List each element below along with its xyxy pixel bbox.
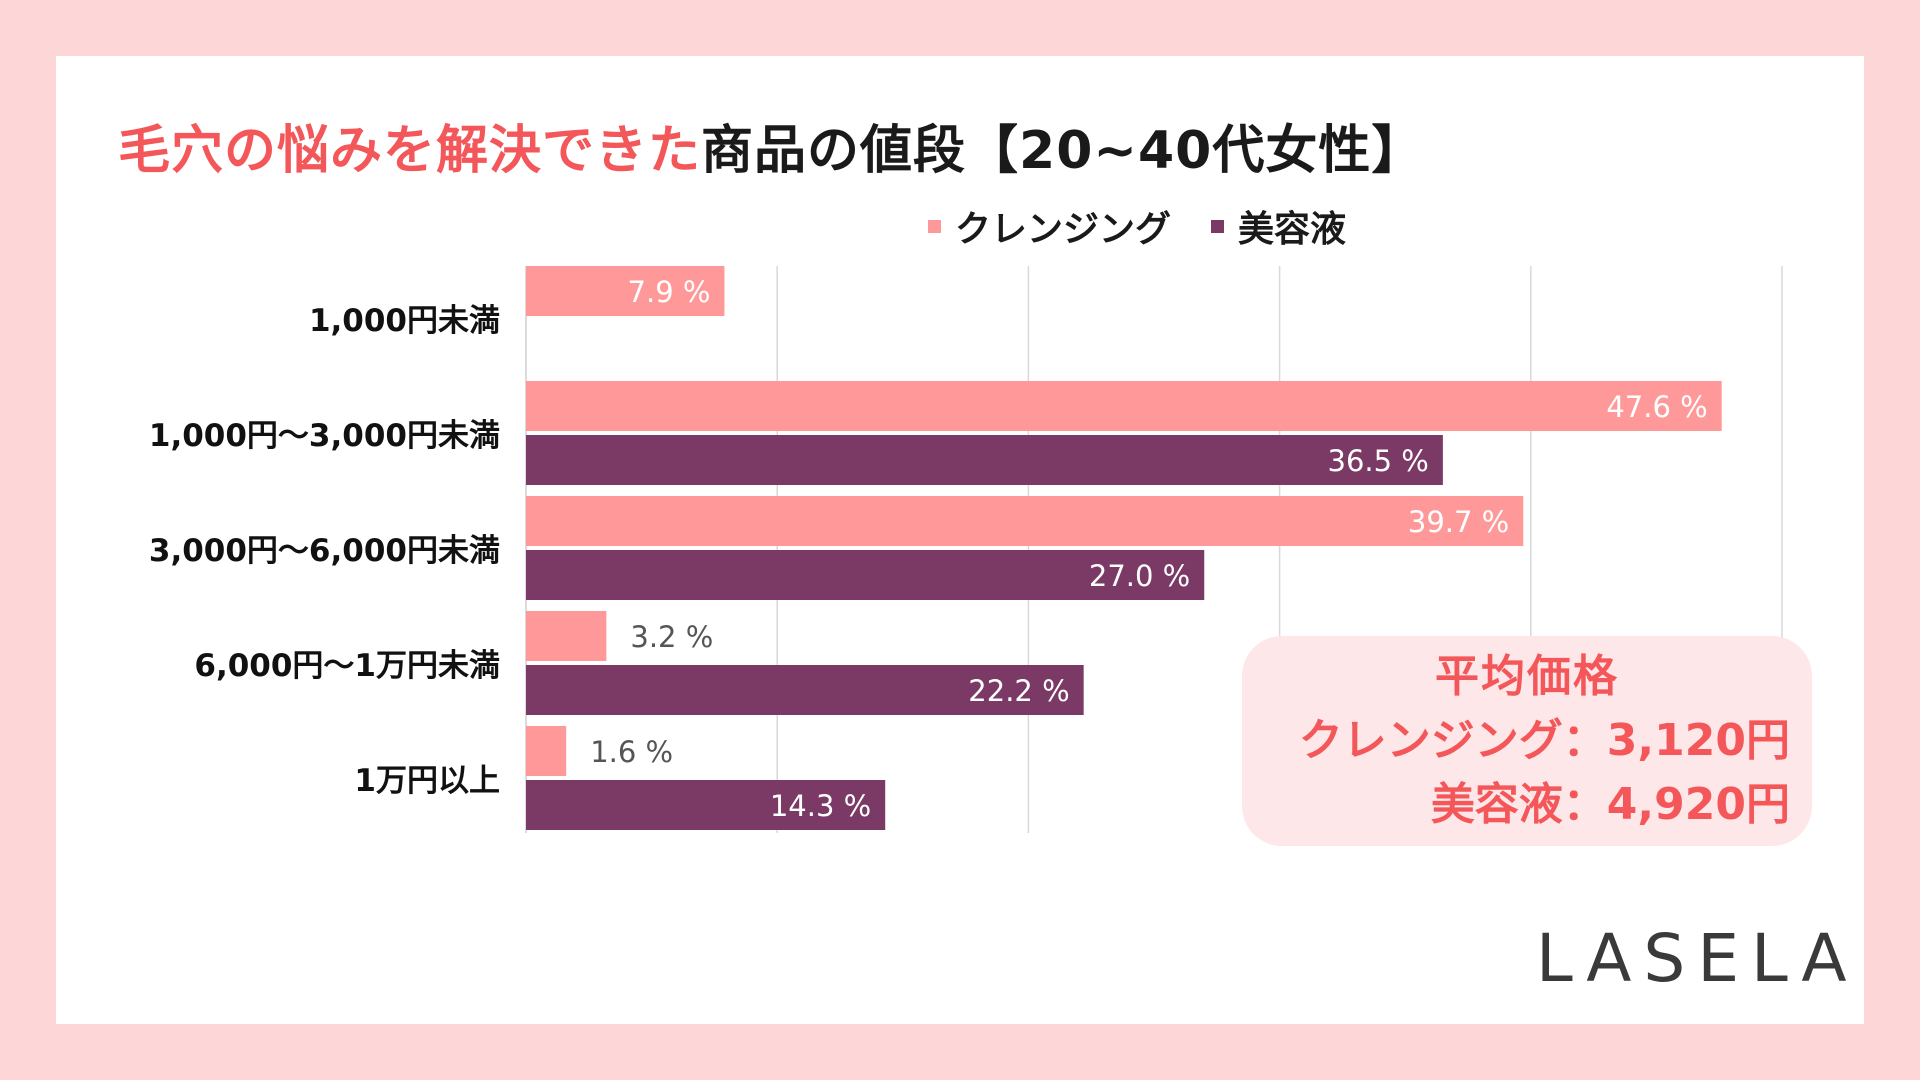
legend-swatch-cleansing: [928, 219, 941, 233]
serum-bar: [526, 780, 886, 830]
cleansing-data-label: 47.6 %: [1606, 390, 1707, 424]
category-label: 1,000円～3,000円未満: [149, 418, 500, 454]
serum-bar: [526, 435, 1443, 485]
lasela-logo: LASELA: [1536, 920, 1859, 997]
serum-bar: [526, 550, 1205, 600]
legend-label-cleansing: クレンジング: [955, 209, 1172, 250]
cleansing-data-label: 1.6 %: [590, 735, 673, 769]
cleansing-bar: [526, 611, 607, 661]
cleansing-data-label: 7.9 %: [628, 275, 711, 309]
cleansing-bar: [526, 496, 1524, 546]
serum-bar: [526, 665, 1084, 715]
legend-swatch-serum: [1211, 219, 1225, 233]
average-price-title: 平均価格: [1435, 651, 1619, 702]
cleansing-data-label: 39.7 %: [1408, 505, 1509, 539]
serum-data-label: 22.2 %: [968, 674, 1069, 708]
serum-data-label: 36.5 %: [1328, 444, 1429, 478]
legend-item-cleansing: クレンジング: [928, 200, 1171, 252]
cleansing-bar: [526, 381, 1722, 431]
legend-label-serum: 美容液: [1238, 209, 1347, 250]
cleansing-data-label: 3.2 %: [630, 620, 713, 654]
average-price-serum: 美容液：4,920円: [1430, 779, 1790, 830]
category-label: 3,000円～6,000円未満: [149, 533, 500, 569]
serum-data-label: 14.3 %: [770, 789, 871, 823]
chart-title-main: 商品の値段【20~40代女性】: [701, 121, 1425, 181]
average-price-cleansing: クレンジング：3,120円: [1298, 715, 1790, 766]
chart-title: 毛穴の悩みを解決できた商品の値段【20~40代女性】: [118, 108, 1424, 183]
cleansing-bar: [526, 726, 567, 776]
category-label: 1万円以上: [354, 763, 500, 799]
chart-title-accent: 毛穴の悩みを解決できた: [118, 121, 702, 181]
cleansing-bar: [526, 266, 725, 316]
chart-legend: クレンジング 美容液: [928, 200, 1346, 252]
category-label: 6,000円～1万円未満: [194, 648, 500, 684]
legend-item-serum: 美容液: [1211, 200, 1346, 252]
average-price-box: 平均価格 クレンジング：3,120円 美容液：4,920円: [1242, 636, 1812, 846]
serum-data-label: 27.0 %: [1089, 559, 1190, 593]
category-label: 1,000円未満: [309, 303, 500, 339]
